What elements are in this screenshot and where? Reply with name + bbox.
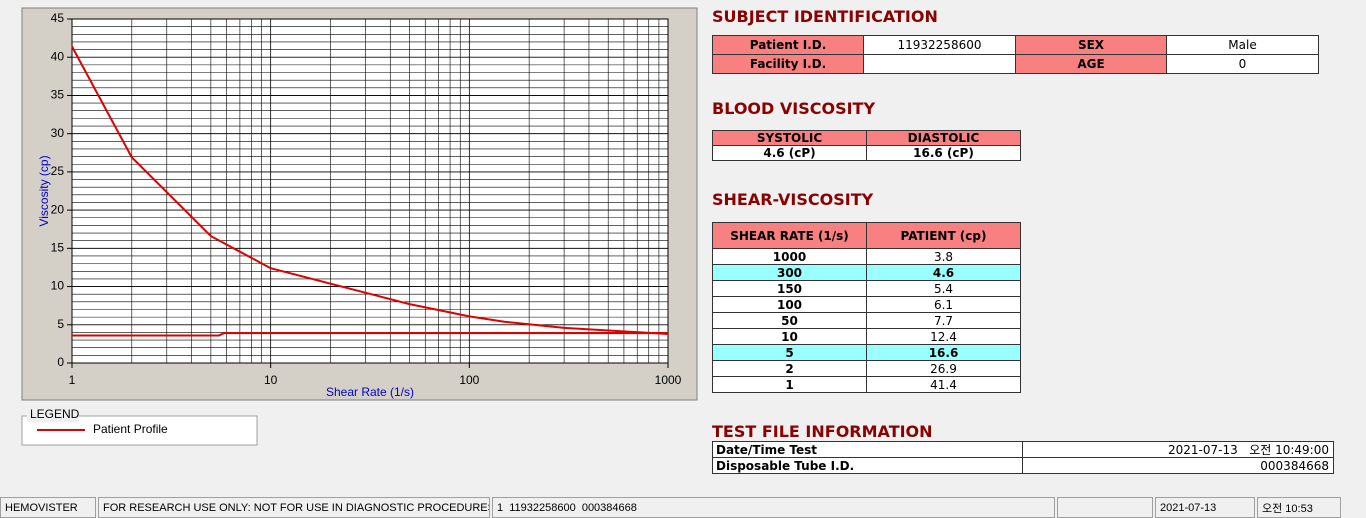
- table-cell: 1000: [712, 248, 867, 265]
- info-value: 2021-07-13 오전 10:49:00: [1022, 441, 1334, 458]
- table-cell: 7.7: [866, 312, 1021, 329]
- field-value: [863, 54, 1016, 74]
- field-label: AGE: [1015, 54, 1167, 74]
- legend-title-bg: [27, 408, 79, 422]
- y-tick-label: 0: [57, 355, 64, 369]
- x-axis-title: Shear Rate (1/s): [326, 385, 414, 399]
- status-cell: 1 11932258600 000384668: [492, 497, 1055, 518]
- table-header: SHEAR RATE (1/s): [712, 222, 867, 249]
- y-tick-label: 15: [51, 241, 65, 255]
- x-tick-label: 1000: [655, 373, 682, 387]
- table-cell: 5: [712, 344, 867, 361]
- table-cell: 100: [712, 296, 867, 313]
- legend-title: LEGEND: [30, 407, 80, 421]
- table-header: PATIENT (cp): [866, 222, 1021, 249]
- data-line: [71, 46, 669, 335]
- table-cell: 10: [712, 328, 867, 345]
- y-axis-title: Viscosity (cp): [37, 155, 51, 226]
- table-cell: 50: [712, 312, 867, 329]
- table-cell: 2: [712, 360, 867, 377]
- section-title: SUBJECT IDENTIFICATION: [712, 7, 938, 26]
- field-value: 11932258600: [863, 35, 1016, 55]
- table-cell: 41.4: [866, 376, 1021, 393]
- y-tick-label: 25: [51, 164, 65, 178]
- y-tick-label: 45: [51, 11, 65, 25]
- table-header: SYSTOLIC: [712, 130, 867, 146]
- x-tick-label: 1: [69, 373, 76, 387]
- section-title: SHEAR-VISCOSITY: [712, 190, 874, 209]
- table-cell: 3.8: [866, 248, 1021, 265]
- x-tick-label: 10: [264, 373, 278, 387]
- status-cell: 오전 10:53: [1257, 497, 1341, 518]
- data-line: [72, 332, 668, 337]
- y-tick-label: 40: [51, 49, 65, 63]
- y-tick-label: 10: [51, 279, 65, 293]
- table-cell: 12.4: [866, 328, 1021, 345]
- y-tick-label: 35: [51, 88, 65, 102]
- table-cell: 5.4: [866, 280, 1021, 297]
- table-cell: 26.9: [866, 360, 1021, 377]
- section-title: TEST FILE INFORMATION: [712, 422, 933, 441]
- table-cell: 16.6: [866, 344, 1021, 361]
- section-title: BLOOD VISCOSITY: [712, 99, 876, 118]
- table-header: DIASTOLIC: [866, 130, 1021, 146]
- table-cell: 4.6: [866, 264, 1021, 281]
- table-cell: 4.6 (cP): [712, 145, 867, 161]
- field-value: 0: [1166, 54, 1319, 74]
- status-cell: 2021-07-13: [1155, 497, 1255, 518]
- table-cell: 6.1: [866, 296, 1021, 313]
- table-cell: 300: [712, 264, 867, 281]
- status-cell: [1057, 497, 1153, 518]
- field-label: Facility I.D.: [712, 54, 864, 74]
- field-value: Male: [1166, 35, 1319, 55]
- info-value: 000384668: [1022, 457, 1334, 474]
- field-label: Patient I.D.: [712, 35, 864, 55]
- legend-label: Patient Profile: [93, 422, 168, 436]
- status-cell: HEMOVISTER: [0, 497, 96, 518]
- y-tick-label: 5: [57, 317, 64, 331]
- table-cell: 16.6 (cP): [866, 145, 1021, 161]
- plot-area: [72, 19, 668, 363]
- info-label: Date/Time Test: [712, 441, 1023, 458]
- plot-frame: [71, 18, 669, 364]
- chart: LEGEND 0 5 10 15 20 25 30 35 40 45 1 10 100 1000 Shear…: [21, 7, 698, 446]
- table-cell: 1: [712, 376, 867, 393]
- y-tick-label: 30: [51, 126, 65, 140]
- field-label: SEX: [1015, 35, 1167, 55]
- y-tick-label: 20: [51, 202, 65, 216]
- table-cell: 150: [712, 280, 867, 297]
- status-cell: FOR RESEARCH USE ONLY: NOT FOR USE IN DI…: [98, 497, 490, 518]
- x-tick-label: 100: [459, 373, 479, 387]
- info-label: Disposable Tube I.D.: [712, 457, 1023, 474]
